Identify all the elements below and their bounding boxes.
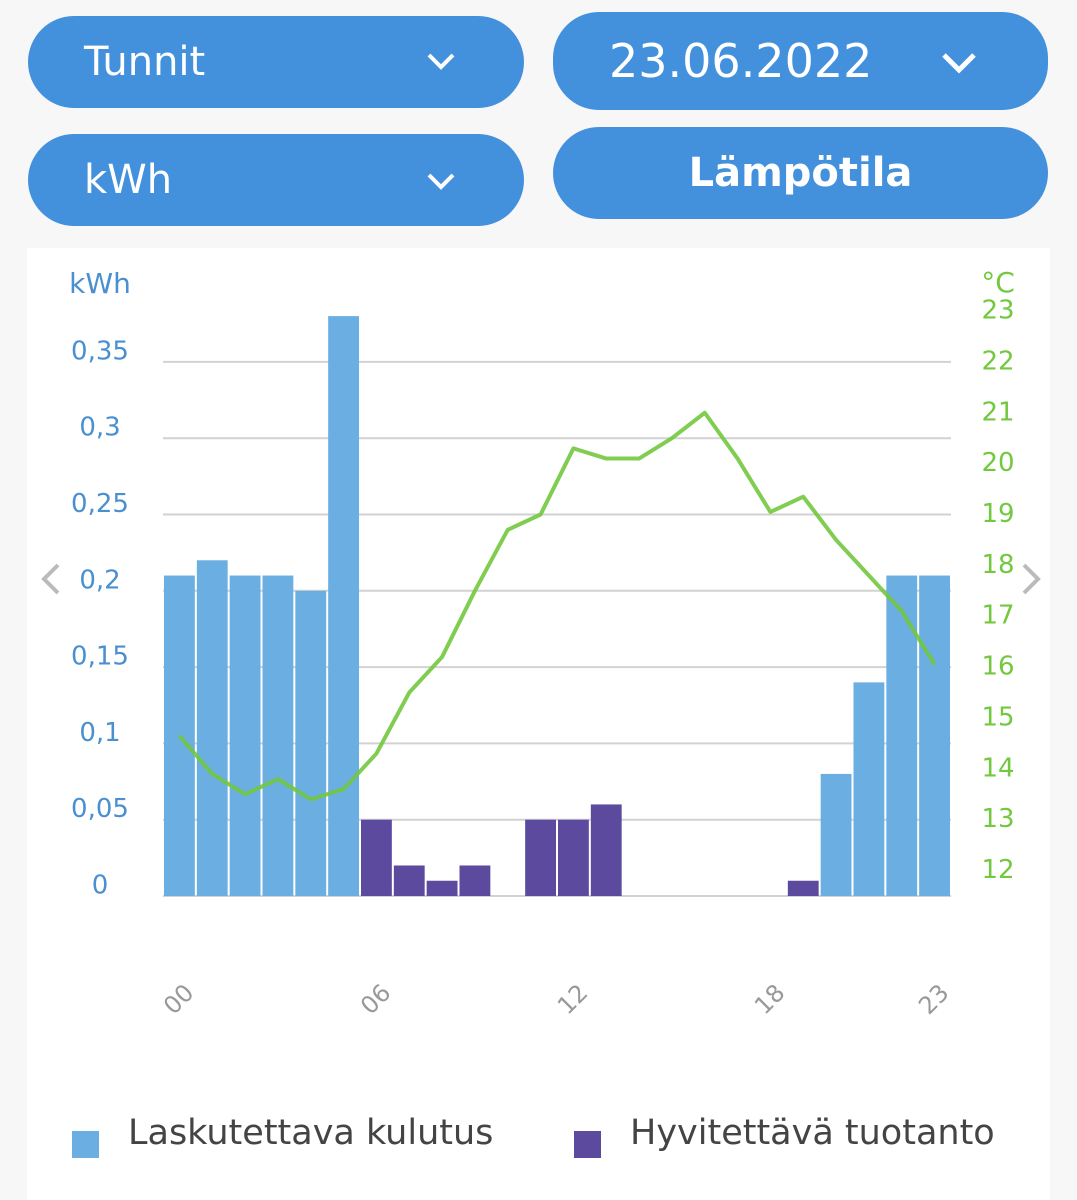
period-select[interactable]: Tunnit <box>28 16 524 108</box>
y-tick-label: 0,2 <box>79 565 120 595</box>
next-arrow[interactable] <box>1022 563 1041 595</box>
y2-tick-label: 15 <box>981 702 1014 732</box>
chevron <box>427 53 455 70</box>
x-tick-label: 00 <box>158 979 199 1020</box>
date-text: 23.06.2022 <box>609 34 873 88</box>
y2-tick-label: 12 <box>981 855 1014 885</box>
unit-select[interactable]: kWh <box>28 134 524 226</box>
y-tick-label: 0,15 <box>71 642 129 672</box>
unit-text: kWh <box>84 157 173 203</box>
y2-tick-label: 22 <box>981 346 1014 376</box>
y-tick-label: 0,35 <box>71 336 129 366</box>
chevron <box>942 53 976 74</box>
y-tick-label: 0,25 <box>71 489 129 519</box>
bar <box>787 880 819 896</box>
y2-axis-unit: °C <box>981 266 1015 299</box>
legend-swatch <box>72 1131 99 1158</box>
y2-tick-label: 21 <box>981 397 1014 427</box>
y-tick-label: 0 <box>92 871 109 901</box>
legend-swatch <box>574 1131 601 1158</box>
bar <box>459 865 491 896</box>
bar <box>886 575 918 896</box>
legend-label: Laskutettava kulutus <box>128 1113 493 1153</box>
y2-tick-label: 19 <box>981 499 1014 529</box>
bar <box>229 575 261 896</box>
date-select[interactable]: 23.06.2022 <box>553 12 1048 110</box>
chart-card <box>27 248 1050 1200</box>
bar <box>426 880 458 896</box>
chevron <box>427 173 455 190</box>
y-axis-unit: kWh <box>69 267 131 300</box>
bar <box>820 773 852 896</box>
period-text: Tunnit <box>84 39 206 85</box>
bar <box>393 865 425 896</box>
y2-tick-label: 20 <box>981 448 1014 478</box>
y-tick-label: 0,3 <box>79 413 120 443</box>
bar <box>525 819 556 896</box>
y2-tick-label: 17 <box>981 601 1014 631</box>
legend-label: Hyvitettävä tuotanto <box>630 1113 995 1153</box>
y2-tick-label: 13 <box>981 804 1014 834</box>
bar <box>853 682 885 896</box>
bar <box>164 575 195 896</box>
x-tick-label: 23 <box>913 979 954 1020</box>
y2-tick-label: 18 <box>981 550 1014 580</box>
y2-tick-label: 23 <box>981 296 1014 326</box>
x-tick-label: 12 <box>552 979 593 1020</box>
bar <box>196 560 228 896</box>
temperature-text: Lämpötila <box>688 150 913 196</box>
bar <box>361 819 392 896</box>
bar <box>919 575 950 896</box>
y-tick-label: 0,05 <box>71 794 129 824</box>
bar <box>328 316 359 896</box>
temperature-line <box>177 410 937 802</box>
x-tick-label: 18 <box>749 979 790 1020</box>
bar <box>295 590 327 896</box>
prev-arrow[interactable] <box>41 563 60 595</box>
bar <box>262 575 294 896</box>
y2-tick-label: 16 <box>981 652 1014 682</box>
x-tick-label: 06 <box>355 979 396 1020</box>
y-tick-label: 0,1 <box>79 718 120 748</box>
y2-tick-label: 14 <box>981 753 1014 783</box>
bar <box>590 804 622 896</box>
temperature-toggle[interactable]: Lämpötila <box>553 127 1048 219</box>
bar <box>558 819 589 896</box>
